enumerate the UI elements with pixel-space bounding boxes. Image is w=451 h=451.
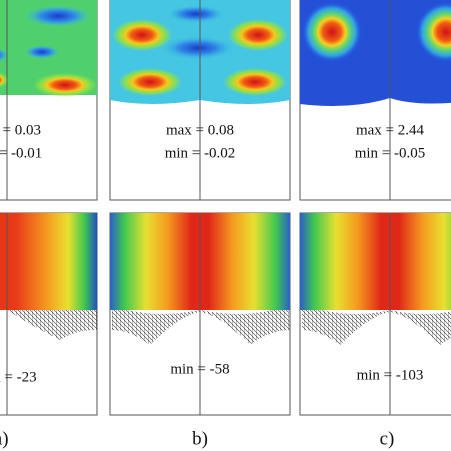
panel-label: b) (192, 428, 208, 449)
panel-a-top: max = 0.03 min = -0.01 (0, 0, 98, 201)
panel-b-bottom: min = -58 (109, 212, 291, 416)
panel-c-bottom: min = -103 (299, 212, 451, 416)
min-label: min = -58 (170, 361, 229, 377)
min-label: min = -0.01 (0, 145, 42, 161)
panel-b-top: max = 0.08 min = -0.02 (109, 0, 291, 201)
panel-c-top: max = 2.44 min = -0.05 (299, 0, 451, 201)
panel-label: (a) (0, 428, 9, 449)
min-label: min = -0.05 (355, 145, 426, 161)
min-label: min = -103 (357, 367, 424, 383)
min-label: min = -0.02 (165, 145, 236, 161)
panel-a-bottom: min = -23 (0, 212, 98, 416)
min-label: min = -23 (0, 369, 37, 385)
panel-label: c) (380, 428, 395, 449)
max-label: max = 2.44 (356, 122, 425, 138)
max-label: max = 0.03 (0, 122, 41, 138)
max-label: max = 0.08 (166, 122, 234, 138)
